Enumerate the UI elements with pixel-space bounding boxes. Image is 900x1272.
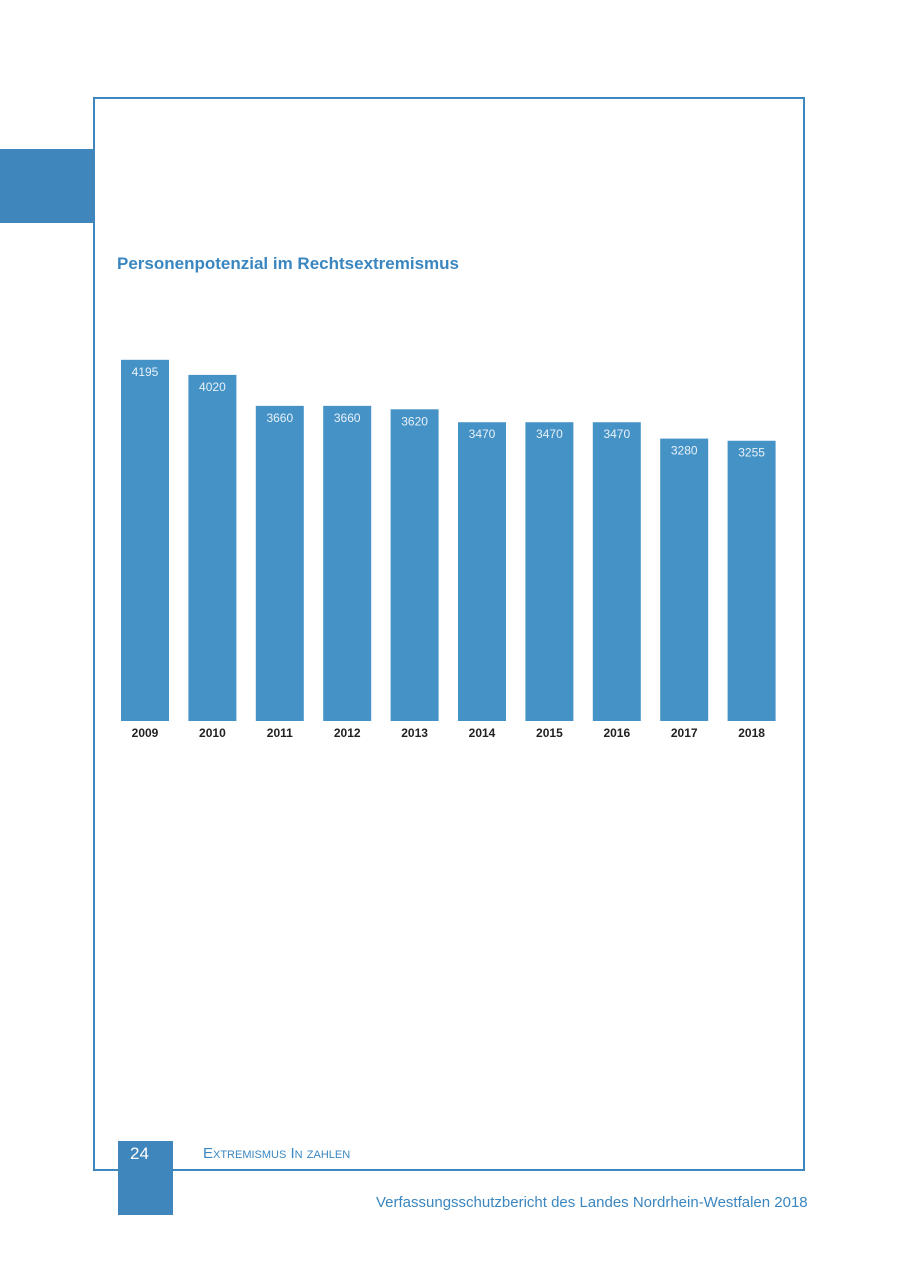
page-number: 24 bbox=[130, 1144, 149, 1163]
bar-chart: 4195 2009 4020 2010 3660 2011 3660 2012 3620 2013… bbox=[121, 359, 776, 740]
bar-2017 bbox=[660, 438, 709, 721]
bar-2016 bbox=[592, 422, 641, 721]
tick-label-2014: 2014 bbox=[469, 726, 496, 740]
tick-label-2016: 2016 bbox=[603, 726, 630, 740]
tick-label-2018: 2018 bbox=[738, 726, 765, 740]
bar-2018 bbox=[727, 440, 776, 721]
bar-2011 bbox=[255, 405, 304, 721]
page-frame bbox=[93, 97, 805, 1171]
bar-2013 bbox=[390, 409, 439, 721]
page-number-box bbox=[118, 1141, 173, 1215]
data-label-2016: 3470 bbox=[603, 427, 630, 441]
data-label-2013: 3620 bbox=[401, 414, 428, 428]
bar-2010 bbox=[188, 374, 237, 721]
tick-label-2012: 2012 bbox=[334, 726, 361, 740]
tick-label-2009: 2009 bbox=[132, 726, 159, 740]
data-label-2012: 3660 bbox=[334, 411, 361, 425]
data-label-2010: 4020 bbox=[199, 380, 226, 394]
data-label-2011: 3660 bbox=[266, 411, 293, 425]
bar-2014 bbox=[458, 422, 506, 721]
data-label-2009: 4195 bbox=[132, 365, 159, 379]
tick-label-2015: 2015 bbox=[536, 726, 563, 740]
data-label-2017: 3280 bbox=[671, 444, 698, 458]
tick-label-2013: 2013 bbox=[401, 726, 428, 740]
bar-2015 bbox=[525, 422, 574, 721]
bar-2009 bbox=[121, 359, 169, 721]
tick-label-2010: 2010 bbox=[199, 726, 226, 740]
tick-label-2017: 2017 bbox=[671, 726, 698, 740]
tick-label-2011: 2011 bbox=[267, 726, 293, 740]
data-label-2015: 3470 bbox=[536, 427, 563, 441]
side-tab-marker bbox=[0, 149, 95, 223]
chart-title: Personenpotenzial im Rechtsextremismus bbox=[117, 254, 460, 273]
bar-2012 bbox=[323, 405, 372, 721]
data-label-2014: 3470 bbox=[469, 427, 496, 441]
section-title: Extremismus In zahlen bbox=[203, 1145, 351, 1162]
publication-title: Verfassungsschutzbericht des Landes Nord… bbox=[376, 1194, 808, 1211]
data-label-2018: 3255 bbox=[738, 446, 765, 460]
